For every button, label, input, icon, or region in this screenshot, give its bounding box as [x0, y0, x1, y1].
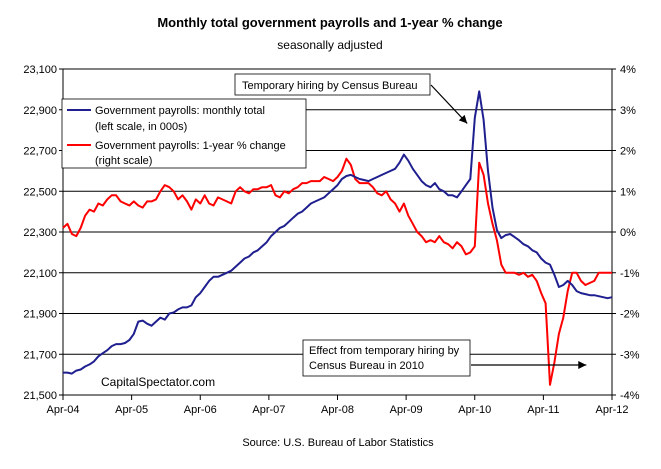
legend-note-pct-change: (right scale) — [95, 155, 152, 167]
left-tick-label: 22,100 — [23, 268, 57, 280]
right-tick-label: -2% — [620, 309, 640, 321]
left-tick-label: 21,900 — [23, 309, 57, 321]
series-line-payrolls — [63, 90, 613, 375]
right-tick-label: 3% — [620, 105, 636, 117]
series-layer — [62, 90, 613, 386]
legend-label-pct-change: Government payrolls: 1-year % change — [95, 140, 286, 152]
source-note: Source: U.S. Bureau of Labor Statistics — [242, 437, 434, 449]
x-tick-label: Apr-10 — [458, 404, 491, 416]
right-tick-label: -4% — [620, 390, 640, 402]
watermark: CapitalSpectator.com — [101, 375, 215, 389]
right-tick-label: 4% — [620, 64, 636, 76]
left-tick-label: 22,500 — [23, 186, 57, 198]
series-line-pct-change — [62, 157, 612, 386]
x-axis: Apr-04 Apr-05 Apr-06 Apr-07 Apr-08 Apr-09 Apr-… — [46, 395, 629, 416]
right-axis: -4% -3% -2% -1% 0% 1% 2% 3% 4% — [612, 64, 640, 402]
legend-box — [61, 98, 307, 169]
right-tick-label: 2% — [620, 146, 636, 158]
annotation-census-arrowhead — [458, 114, 468, 124]
x-tick-label: Apr-09 — [390, 404, 423, 416]
left-tick-label: 22,300 — [23, 227, 57, 239]
chart-title: Monthly total government payrolls and 1-… — [157, 15, 502, 30]
left-tick-label: 21,500 — [23, 390, 57, 402]
x-tick-label: Apr-11 — [527, 404, 559, 416]
annotation-census-arrow — [430, 84, 468, 124]
legend-note-payrolls: (left scale, in 000s) — [95, 121, 187, 133]
chart-subtitle: seasonally adjusted — [277, 38, 382, 52]
right-tick-label: 1% — [620, 186, 636, 198]
x-tick-label: Apr-07 — [252, 404, 285, 416]
legend-label-payrolls: Government payrolls: monthly total — [95, 105, 265, 117]
right-tick-label: -1% — [620, 268, 640, 280]
annotation-census-text: Temporary hiring by Census Bureau — [242, 80, 417, 92]
x-tick-label: Apr-12 — [595, 404, 628, 416]
annotation-census-box — [234, 73, 431, 96]
annotation-effect-text-1: Effect from temporary hiring by — [309, 345, 460, 357]
left-axis: 21,500 21,700 21,900 22,100 22,300 22,500 22,7… — [23, 64, 63, 402]
annotations: Temporary hiring by Census Bureau Effect… — [234, 73, 587, 377]
right-tick-label: 0% — [620, 227, 636, 239]
left-tick-label: 23,100 — [23, 64, 57, 76]
left-tick-label: 22,900 — [23, 105, 57, 117]
annotation-effect-box — [302, 339, 471, 377]
legend: Government payrolls: monthly total (left… — [61, 98, 307, 169]
annotation-effect-text-2: Census Bureau in 2010 — [309, 360, 424, 372]
left-tick-label: 22,700 — [23, 146, 57, 158]
x-tick-label: Apr-05 — [115, 404, 148, 416]
right-tick-label: -3% — [620, 349, 640, 361]
annotation-effect-arrowhead — [578, 361, 587, 369]
x-tick-label: Apr-04 — [46, 404, 79, 416]
x-tick-label: Apr-06 — [184, 404, 217, 416]
left-tick-label: 21,700 — [23, 349, 57, 361]
x-tick-label: Apr-08 — [321, 404, 354, 416]
